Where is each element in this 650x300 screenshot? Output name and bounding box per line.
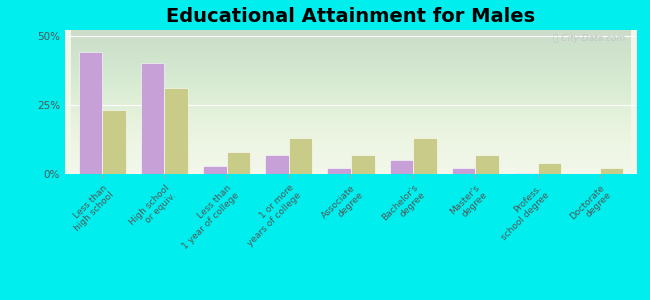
Bar — [389, 160, 413, 174]
Text: ⓘ City-Data.com: ⓘ City-Data.com — [553, 34, 625, 43]
Legend: Summersville, Kentucky: Summersville, Kentucky — [233, 299, 469, 300]
Bar — [600, 169, 623, 174]
Bar — [141, 63, 164, 174]
Bar — [203, 166, 227, 174]
Bar — [538, 163, 561, 174]
Bar — [164, 88, 188, 174]
Bar — [289, 138, 313, 174]
Bar — [227, 152, 250, 174]
Bar — [475, 154, 499, 174]
Bar — [514, 172, 538, 174]
Title: Educational Attainment for Males: Educational Attainment for Males — [166, 7, 536, 26]
Bar — [413, 138, 437, 174]
Bar — [79, 52, 102, 174]
Bar — [102, 110, 126, 174]
Bar — [452, 169, 475, 174]
Bar — [265, 154, 289, 174]
Bar — [328, 169, 351, 174]
Bar — [351, 154, 374, 174]
